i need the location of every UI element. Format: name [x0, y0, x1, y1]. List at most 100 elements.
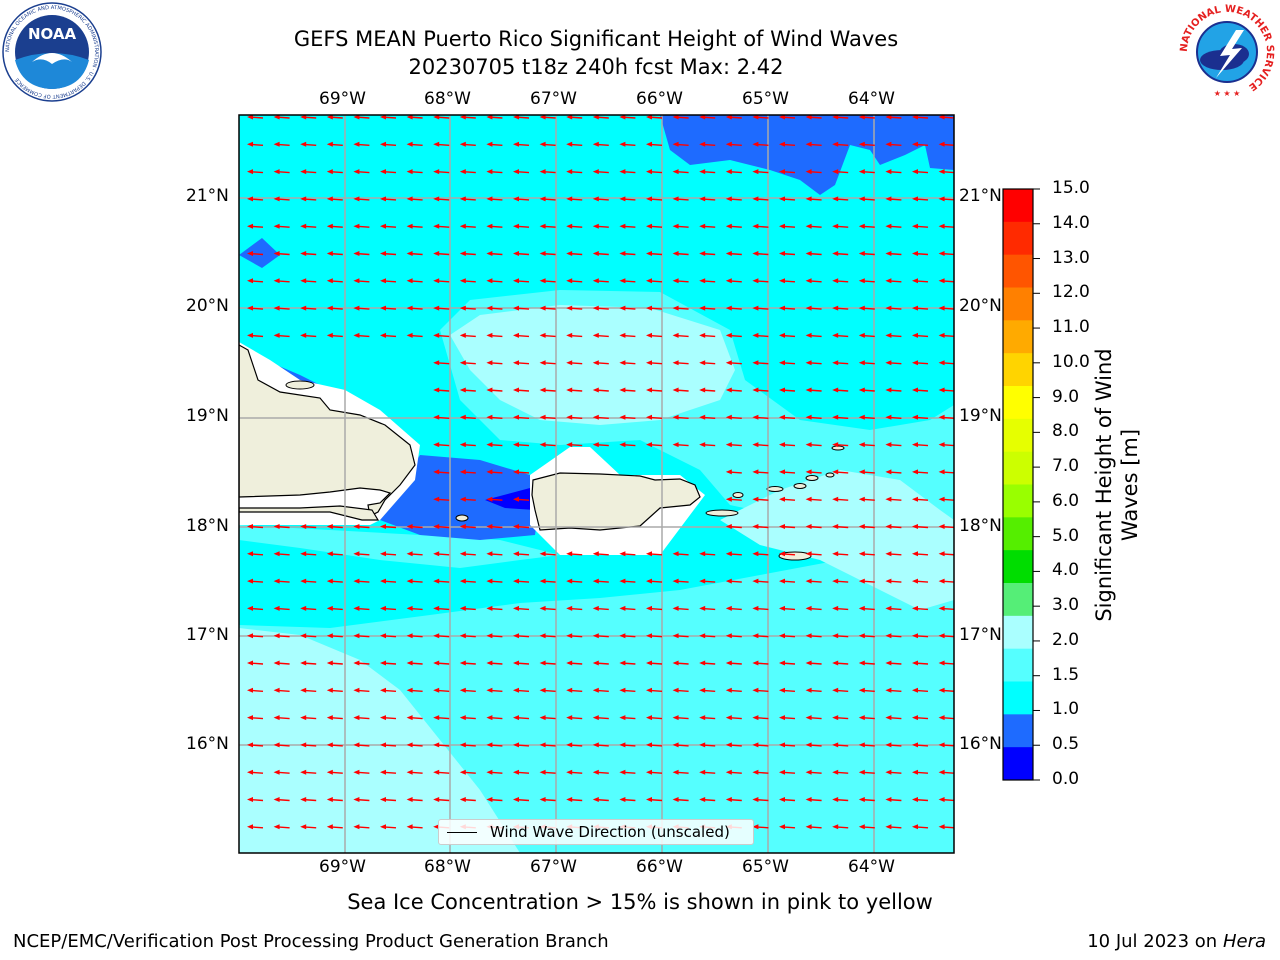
wind-wave-arrow [353, 742, 370, 748]
map-legend: Wind Wave Direction (unscaled) [438, 819, 754, 845]
wind-wave-arrow [486, 278, 503, 284]
wind-wave-arrow [592, 687, 609, 693]
wind-wave-arrow [672, 442, 689, 448]
wind-wave-arrow [406, 115, 423, 120]
wind-wave-arrow [459, 223, 476, 229]
wind-wave-arrow [858, 551, 875, 557]
lon-label-bottom: 64°W [848, 857, 895, 877]
wind-wave-arrow [513, 469, 530, 475]
wind-wave-arrow [779, 223, 796, 229]
wind-wave-arrow [300, 251, 317, 256]
wind-wave-arrow [672, 115, 689, 120]
wind-wave-arrow [805, 824, 822, 830]
wind-wave-arrow [273, 633, 290, 639]
lat-label-left: 16°N [186, 734, 229, 754]
colorbar-swatch [1003, 189, 1033, 223]
colorbar-tick-label: 7.0 [1052, 456, 1080, 477]
wind-wave-arrow [486, 141, 503, 147]
wind-wave-arrow [247, 715, 264, 721]
wind-wave-arrow [938, 251, 954, 256]
wind-wave-arrow [273, 169, 290, 175]
wind-wave-arrow [646, 442, 663, 448]
wind-wave-arrow [699, 278, 716, 284]
wind-wave-arrow [858, 715, 875, 721]
wind-wave-arrow [592, 223, 609, 229]
wind-wave-arrow [938, 442, 954, 448]
wind-wave-arrow [326, 715, 343, 721]
wind-wave-arrow [380, 824, 397, 830]
land-hispaniola [239, 344, 416, 517]
wind-wave-arrow [672, 605, 689, 611]
wind-wave-arrow [380, 769, 397, 775]
wind-wave-arrow [912, 660, 929, 666]
wind-wave-arrow [406, 715, 423, 721]
wind-wave-arrow [938, 551, 954, 557]
wind-wave-arrow [273, 824, 290, 830]
wind-wave-arrow [779, 824, 796, 830]
map-frame [238, 114, 955, 854]
wind-wave-arrow [566, 414, 583, 420]
wind-wave-arrow [646, 141, 663, 147]
wind-wave-arrow [832, 660, 849, 666]
wind-wave-arrow [805, 605, 822, 611]
wind-wave-arrow [300, 141, 317, 147]
wind-wave-arrow [858, 141, 875, 147]
wind-wave-arrow [725, 496, 742, 502]
wind-wave-arrow [912, 387, 929, 393]
wind-wave-arrow [566, 360, 583, 366]
wind-wave-arrow [912, 769, 929, 775]
colorbar-tick-label: 3.0 [1052, 595, 1080, 616]
colorbar-swatch [1003, 648, 1033, 682]
wind-wave-arrow [832, 141, 849, 147]
wind-wave-arrow [300, 605, 317, 611]
wind-wave-arrow [805, 332, 822, 338]
wind-wave-arrow [832, 169, 849, 175]
wind-wave-arrow [406, 332, 423, 338]
wind-wave-arrow [619, 687, 636, 693]
wind-wave-arrow [619, 797, 636, 802]
wind-wave-arrow [779, 305, 796, 311]
colorbar-swatch [1003, 583, 1033, 617]
colorbar-swatch [1003, 517, 1033, 551]
wind-wave-arrow [619, 332, 636, 338]
wind-wave-arrow [539, 797, 556, 802]
wind-wave-arrow [433, 769, 450, 775]
wind-wave-arrow [912, 524, 929, 529]
wind-wave-arrow [805, 551, 822, 557]
wind-wave-arrow [725, 769, 742, 775]
wind-wave-arrow [247, 769, 264, 775]
wind-wave-arrow [592, 387, 609, 393]
wind-wave-arrow [300, 769, 317, 775]
wind-wave-arrow [858, 305, 875, 311]
wind-wave-arrow [646, 605, 663, 611]
wind-wave-arrow [273, 196, 290, 202]
wind-wave-arrow [486, 251, 503, 256]
wind-wave-arrow [805, 742, 822, 748]
wind-wave-arrow [805, 387, 822, 393]
wind-wave-arrow [912, 169, 929, 175]
wind-wave-arrow [326, 196, 343, 202]
wind-wave-arrow [619, 141, 636, 147]
wind-wave-arrow [433, 360, 450, 366]
wind-wave-arrow [672, 578, 689, 584]
wind-wave-arrow [646, 115, 663, 120]
wind-wave-arrow [938, 687, 954, 693]
wind-wave-arrow [353, 524, 370, 529]
wind-wave-arrow [752, 769, 769, 775]
wind-wave-arrow [300, 687, 317, 693]
wind-wave-arrow [646, 251, 663, 256]
wind-wave-arrow [273, 797, 290, 802]
wind-wave-arrow [433, 251, 450, 256]
wind-wave-arrow [539, 687, 556, 693]
wind-wave-arrow [380, 660, 397, 666]
lon-label-bottom: 69°W [319, 857, 366, 877]
wind-wave-arrow [300, 332, 317, 338]
wind-wave-arrow [832, 742, 849, 748]
wind-wave-arrow [725, 332, 742, 338]
wind-wave-arrow [646, 169, 663, 175]
wind-wave-arrow [539, 715, 556, 721]
wind-wave-arrow [406, 605, 423, 611]
footer-date-text: 10 Jul 2023 on [1087, 931, 1223, 952]
island-tortuga [285, 380, 315, 390]
